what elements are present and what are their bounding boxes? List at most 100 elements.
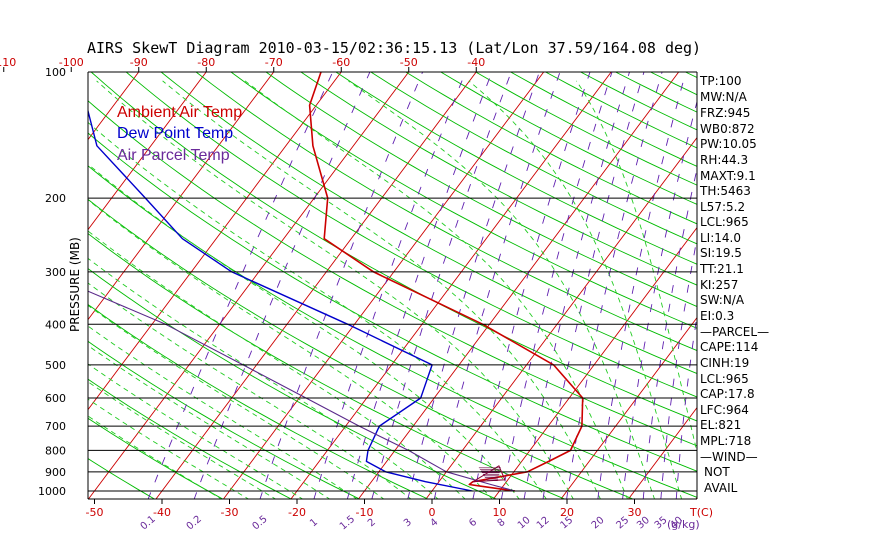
pressure-tick-label: 300	[45, 266, 66, 279]
moist-adiabat-line	[88, 398, 250, 499]
index-parcel-header: —PARCEL—	[700, 325, 769, 339]
moist-adiabat-line	[88, 121, 547, 499]
dry-adiabat-line	[88, 100, 697, 447]
top-temp-tick-label: -110	[0, 56, 16, 69]
background-grid	[88, 72, 697, 499]
dry-adiabat-line	[404, 72, 697, 225]
index-wind-avail: AVAIL	[704, 481, 738, 495]
pressure-tick-label: 400	[45, 318, 66, 331]
temp-tick-label: 30	[628, 506, 642, 519]
index-wind-not: NOT	[704, 465, 730, 479]
dry-adiabat-line	[88, 232, 566, 499]
moist-adiabat-line	[88, 304, 385, 499]
dew-point-line	[88, 108, 473, 492]
dry-adiabat-line	[125, 72, 697, 398]
isotherm-line	[88, 72, 342, 411]
pressure-tick-label: 200	[45, 192, 66, 205]
isotherm-line	[88, 72, 140, 141]
index-wb0: WB0:872	[700, 122, 755, 136]
pressure-tick-label: 800	[45, 444, 66, 457]
index-mpl: MPL:718	[700, 434, 751, 448]
temp-tick-label: 20	[560, 506, 574, 519]
moist-adiabat-line	[348, 80, 655, 499]
stability-indices: TP:100 MW:N/A FRZ:945 WB0:872 PW:10.05 R…	[699, 74, 769, 495]
pressure-tick-label: 1000	[38, 485, 66, 498]
index-si: SI:19.5	[700, 246, 742, 260]
mixing-ratio-line	[193, 72, 371, 499]
mixing-ratio-label: 4	[429, 517, 441, 530]
isotherm-line	[290, 72, 612, 499]
moist-adiabat-line	[88, 363, 304, 499]
mixing-ratio-label: 1	[308, 517, 320, 530]
top-temp-tick-label: -50	[400, 56, 418, 69]
dry-adiabat-line	[88, 198, 634, 499]
index-li: LI:14.0	[700, 231, 741, 245]
isotherm-line	[560, 316, 697, 499]
axes	[3, 67, 698, 504]
moist-adiabat-line	[468, 80, 683, 499]
dry-adiabat-line	[88, 378, 293, 499]
dry-adiabat-line	[300, 72, 697, 286]
index-maxt: MAXT:9.1	[700, 169, 756, 183]
mixing-ratio-line	[259, 72, 424, 499]
dry-adiabat-line	[474, 72, 697, 186]
pressure-axis-label: PRESSURE (MB)	[68, 237, 82, 332]
ambient-temp-line	[308, 72, 584, 492]
top-temp-tick-label: -80	[197, 56, 215, 69]
temp-tick-label: -50	[86, 506, 104, 519]
temp-unit-label: T(C)	[689, 506, 713, 519]
dry-adiabat-line	[88, 417, 224, 499]
moist-adiabat-line	[88, 381, 277, 499]
legend-dewpoint: Dew Point Temp	[117, 125, 233, 142]
moist-adiabat-line	[88, 163, 520, 499]
top-temp-tick-label: -100	[59, 56, 84, 69]
legend: Ambient Air Temp Dew Point Temp Air Parc…	[117, 104, 242, 164]
top-temp-tick-label: -90	[130, 56, 148, 69]
moist-adiabat-line	[88, 282, 412, 499]
index-sw: SW:N/A	[700, 293, 745, 307]
mixing-ratio-unit-label: (g/kg)	[667, 518, 700, 531]
dry-adiabat-line	[88, 268, 498, 499]
index-lcl: LCL:965	[700, 215, 749, 229]
dry-adiabat-line	[370, 72, 697, 245]
isotherm-line	[492, 226, 697, 499]
index-frz: FRZ:945	[700, 106, 750, 120]
mixing-ratio-label: 2	[366, 517, 378, 530]
moist-adiabat-line	[88, 345, 331, 499]
index-el: EL:821	[700, 418, 741, 432]
dry-adiabat-line	[88, 303, 429, 499]
moist-adiabat-line	[88, 257, 439, 499]
mixing-ratio-line	[313, 72, 466, 499]
dry-adiabat-line	[544, 72, 697, 149]
wind-barb	[472, 465, 506, 483]
top-temp-tick-label: -60	[332, 56, 350, 69]
chart-title: AIRS SkewT Diagram 2010-03-15/02:36:15.1…	[87, 39, 701, 57]
index-tp: TP:100	[699, 74, 742, 88]
temp-tick-label: -20	[288, 506, 306, 519]
moist-adiabat-line	[96, 80, 574, 499]
isotherm-line	[357, 72, 680, 499]
mixing-ratio-label: 8	[496, 517, 508, 530]
dry-adiabat-line	[439, 72, 697, 205]
moist-adiabat-line	[244, 80, 628, 499]
pressure-tick-label: 500	[45, 359, 66, 372]
index-cinh: CINH:19	[700, 356, 749, 370]
moist-adiabat-line	[576, 80, 697, 454]
mixing-ratio-label: 3	[402, 517, 414, 530]
index-pw: PW:10.05	[700, 137, 757, 151]
index-l57: L57:5.2	[700, 200, 745, 214]
index-tt: TT:21.1	[699, 262, 744, 276]
dry-adiabat-line	[265, 72, 697, 307]
legend-parcel: Air Parcel Temp	[117, 147, 230, 164]
isotherm-line	[627, 406, 697, 499]
top-temp-tick-label: -70	[265, 56, 283, 69]
top-temp-tick-label: -40	[467, 56, 485, 69]
index-th: TH:5463	[699, 184, 751, 198]
isotherm-line	[222, 72, 545, 499]
moist-adiabat-line	[88, 199, 493, 499]
index-wind-header: —WIND—	[700, 450, 758, 464]
pressure-tick-label: 900	[45, 466, 66, 479]
index-lfc: LFC:964	[700, 403, 749, 417]
temp-tick-label: -40	[153, 506, 171, 519]
